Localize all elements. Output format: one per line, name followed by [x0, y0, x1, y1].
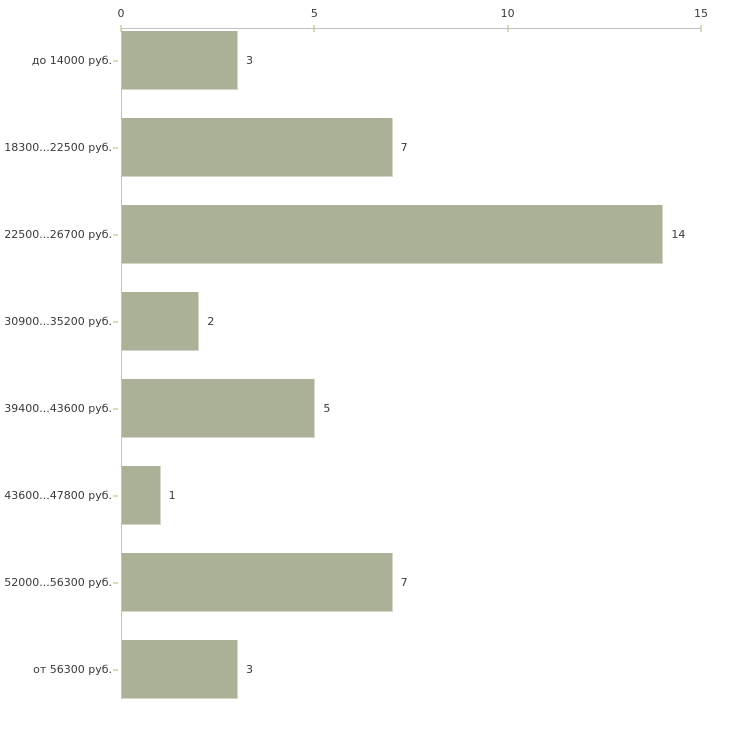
- chart-row: 43600...47800 руб. 1: [0, 452, 730, 539]
- x-tick-label: 15: [694, 7, 708, 20]
- bar: [122, 292, 200, 351]
- bar: [122, 118, 393, 177]
- value-label: 7: [400, 575, 408, 589]
- category-label: 18300...22500 руб.: [4, 140, 112, 154]
- x-tick-label: 5: [310, 7, 318, 20]
- chart-row: 39400...43600 руб. 5: [0, 365, 730, 452]
- category-tick-mark: [113, 407, 118, 410]
- x-axis-line: [121, 28, 701, 29]
- y-axis-line: [121, 28, 122, 699]
- category-label: 43600...47800 руб.: [4, 488, 112, 502]
- category-tick-mark: [113, 146, 118, 149]
- category-tick-mark: [113, 581, 118, 584]
- category-tick-mark: [113, 233, 118, 236]
- category-label: 30900...35200 руб.: [4, 314, 112, 328]
- value-label: 1: [168, 488, 176, 502]
- chart-row: от 56300 руб. 3: [0, 626, 730, 713]
- chart-row: 22500...26700 руб. 14: [0, 191, 730, 278]
- category-label: 52000...56300 руб.: [4, 575, 112, 589]
- category-tick-mark: [113, 668, 118, 671]
- bar: [122, 553, 393, 612]
- value-label: 14: [671, 227, 686, 241]
- bar: [122, 205, 664, 264]
- value-label: 2: [207, 314, 215, 328]
- category-tick-mark: [113, 494, 118, 497]
- value-label: 3: [246, 662, 253, 676]
- chart-row: до 14000 руб. 3: [0, 17, 730, 104]
- bar: [122, 379, 316, 438]
- chart-row: 18300...22500 руб. 7: [0, 104, 730, 191]
- value-label: 5: [323, 401, 331, 415]
- value-label: 3: [246, 53, 253, 67]
- chart-row: 52000...56300 руб. 7: [0, 539, 730, 626]
- x-tick-label: 10: [500, 7, 515, 20]
- category-tick-mark: [113, 320, 118, 323]
- category-label: 39400...43600 руб.: [4, 401, 112, 415]
- chart-row: 30900...35200 руб. 2: [0, 278, 730, 365]
- chart-rows: до 14000 руб. 3 18300...22500 руб. 7 22500..…: [0, 17, 730, 713]
- bar: [122, 466, 161, 525]
- bar: [122, 31, 238, 90]
- category-tick-mark: [113, 59, 118, 62]
- category-label: 22500...26700 руб.: [4, 227, 112, 241]
- x-tick-label: 0: [117, 7, 125, 20]
- category-label: от 56300 руб.: [33, 662, 112, 676]
- value-label: 7: [400, 140, 408, 154]
- bar: [122, 640, 238, 699]
- x-tick-mark: [700, 25, 702, 32]
- category-label: до 14000 руб.: [31, 53, 112, 67]
